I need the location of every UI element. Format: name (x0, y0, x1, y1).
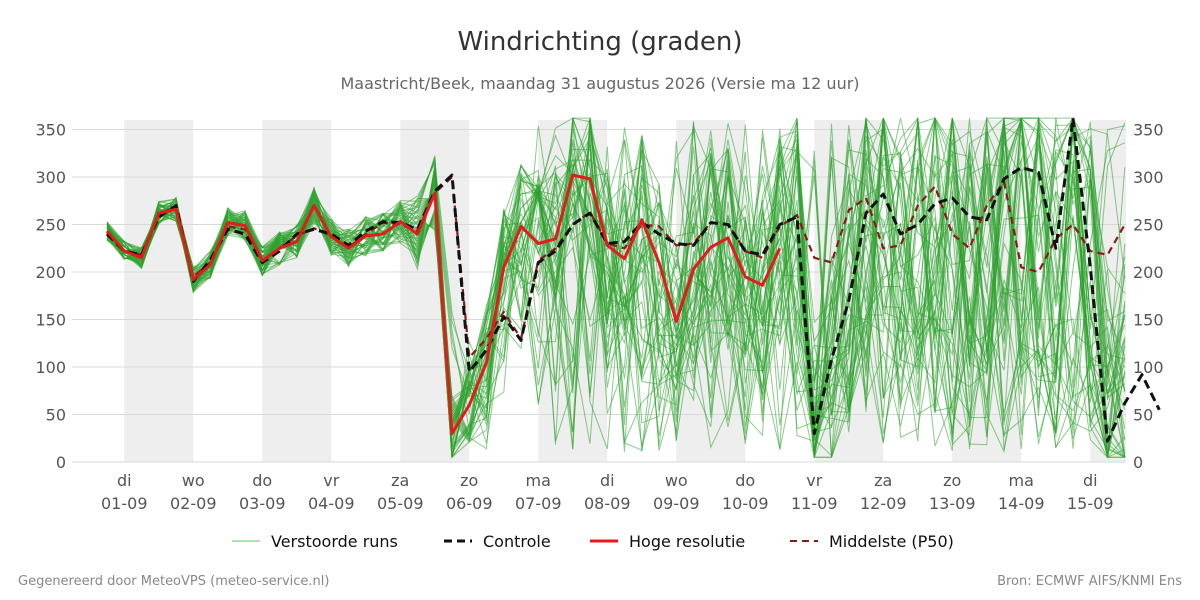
y-tick-label-left: 100 (35, 358, 66, 377)
x-tick-date: 07-09 (515, 494, 562, 513)
x-tick-date: 03-09 (239, 494, 286, 513)
x-tick-date: 13-09 (929, 494, 976, 513)
ensemble-run-line (106, 116, 1126, 458)
ensemble-run-line (106, 137, 1126, 458)
x-tick-day: vr (806, 471, 822, 490)
y-tick-label-left: 200 (35, 263, 66, 282)
main-series-lines (105, 116, 1161, 443)
x-tick-date: 06-09 (446, 494, 493, 513)
ensemble-run-line (106, 117, 1126, 458)
x-tick-day: vr (323, 471, 339, 490)
ensemble-run-line (106, 117, 1126, 450)
footer-right: Bron: ECMWF AIFS/KNMI Ens (997, 574, 1182, 589)
x-tick-day: do (252, 471, 272, 490)
day-band (262, 120, 332, 462)
x-tick-date: 01-09 (101, 494, 148, 513)
x-tick-date: 15-09 (1067, 494, 1114, 513)
legend-label-ensemble: Verstoorde runs (271, 532, 398, 551)
day-band (124, 120, 194, 462)
x-tick-day: ma (526, 471, 551, 490)
x-tick-day: di (1083, 471, 1098, 490)
x-tick-day: ma (1009, 471, 1034, 490)
x-tick-date: 09-09 (653, 494, 700, 513)
y-tick-label-right: 0 (1133, 453, 1143, 472)
x-tick-day: za (391, 471, 409, 490)
chart-subtitle: Maastricht/Beek, maandag 31 augustus 202… (340, 74, 859, 93)
series-line-hoge-resolutie (105, 173, 782, 435)
x-tick-date: 05-09 (377, 494, 424, 513)
y-tick-label-left: 350 (35, 121, 66, 140)
y-tick-label-right: 100 (1133, 358, 1164, 377)
x-tick-day: zo (943, 471, 961, 490)
y-tick-label-right: 200 (1133, 263, 1164, 282)
y-tick-label-right: 250 (1133, 216, 1164, 235)
ensemble-run-line (106, 118, 1125, 458)
y-tick-label-left: 300 (35, 168, 66, 187)
y-tick-label-right: 50 (1133, 406, 1153, 425)
x-tick-day: di (117, 471, 132, 490)
y-tick-label-left: 50 (46, 406, 66, 425)
series-line-controle (105, 116, 1161, 443)
y-tick-label-right: 350 (1133, 121, 1164, 140)
x-tick-day: do (735, 471, 755, 490)
x-tick-date: 11-09 (791, 494, 838, 513)
chart-title: Windrichting (graden) (457, 27, 742, 57)
legend-label-hoge-resolutie: Hoge resolutie (629, 532, 745, 551)
x-tick-day: zo (460, 471, 478, 490)
x-tick-day: di (600, 471, 615, 490)
legend-label-p50: Middelste (P50) (829, 532, 954, 551)
x-tick-date: 14-09 (998, 494, 1045, 513)
ensemble-run-line (106, 117, 1126, 458)
ensemble-run-line (106, 117, 1126, 427)
x-tick-day: wo (665, 471, 688, 490)
x-tick-day: za (874, 471, 892, 490)
footer-left: Gegenereerd door MeteoVPS (meteo-service… (18, 574, 329, 589)
y-tick-label-left: 150 (35, 311, 66, 330)
ensemble-lines (106, 116, 1126, 459)
y-tick-label-left: 0 (56, 453, 66, 472)
x-tick-date: 08-09 (584, 494, 631, 513)
x-tick-date: 04-09 (308, 494, 355, 513)
x-tick-date: 12-09 (860, 494, 907, 513)
y-tick-label-right: 150 (1133, 311, 1164, 330)
y-tick-label-left: 250 (35, 216, 66, 235)
y-tick-label-right: 300 (1133, 168, 1164, 187)
legend-label-controle: Controle (483, 532, 551, 551)
x-axis-ticks: di 01-09 wo 02-09 do 03-09 vr 04-09 za 05-09 zo 06-… (101, 471, 1114, 513)
ensemble-run-line (106, 118, 1126, 458)
x-tick-date: 10-09 (722, 494, 769, 513)
x-tick-day: wo (182, 471, 205, 490)
legend: Verstoorde runs Controle Hoge resolutie … (232, 532, 954, 551)
series-line-middelste-p50 (106, 175, 1126, 359)
x-tick-date: 02-09 (170, 494, 217, 513)
y-axis-ticks: 0 0 50 50 100 100 150 150 200 200 250 250 300 300 350 3… (35, 121, 1163, 473)
